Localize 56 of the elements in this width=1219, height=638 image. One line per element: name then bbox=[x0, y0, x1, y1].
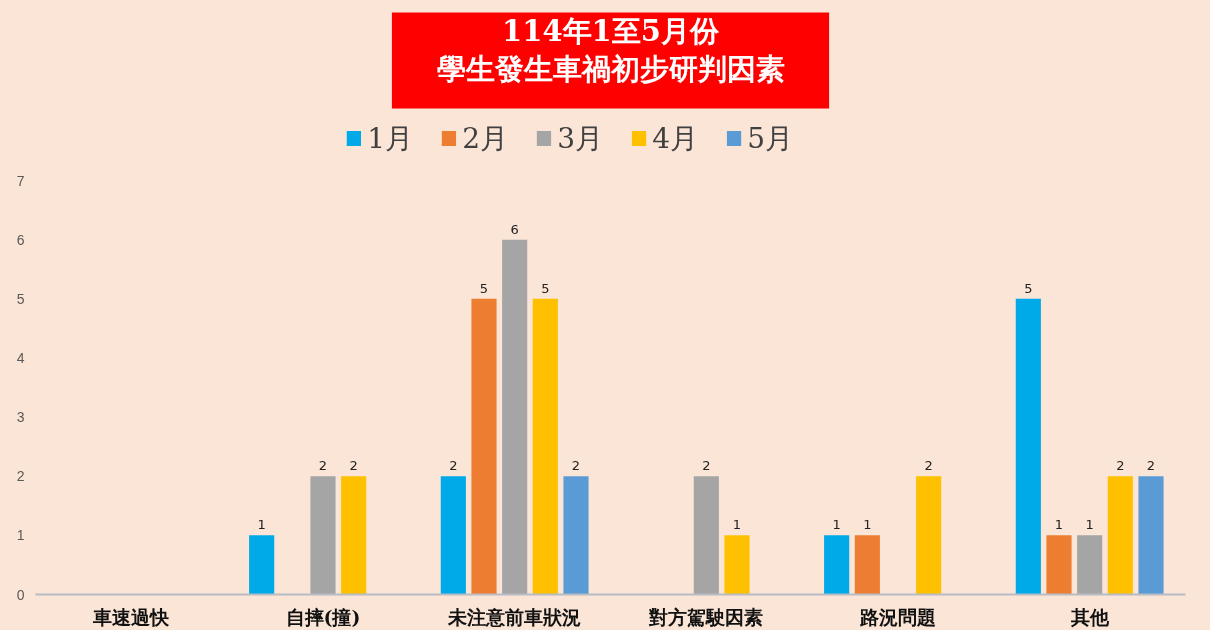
data-label: 5 bbox=[479, 280, 489, 296]
y-tick-label: 5 bbox=[16, 290, 25, 307]
bar bbox=[693, 476, 719, 595]
y-tick-label: 3 bbox=[16, 409, 25, 426]
bar bbox=[724, 535, 750, 595]
y-tick-label: 6 bbox=[16, 231, 25, 248]
data-label: 6 bbox=[510, 221, 519, 237]
bar bbox=[310, 476, 336, 595]
data-label: 2 bbox=[924, 458, 933, 474]
x-tick-label: 車速過快 bbox=[92, 605, 171, 628]
data-label: 2 bbox=[349, 458, 358, 474]
data-label: 2 bbox=[702, 458, 711, 474]
bar bbox=[563, 476, 589, 595]
bar bbox=[1107, 476, 1133, 595]
y-tick-label: 4 bbox=[16, 349, 25, 366]
data-label: 5 bbox=[1024, 280, 1033, 296]
data-label: 5 bbox=[541, 280, 550, 296]
bar bbox=[1046, 535, 1072, 595]
bar bbox=[916, 476, 942, 595]
x-tick-label: 自摔(撞) bbox=[285, 605, 361, 628]
data-label: 1 bbox=[257, 517, 266, 533]
bar bbox=[1015, 298, 1041, 595]
bar bbox=[249, 535, 275, 595]
bar bbox=[502, 239, 528, 595]
data-label: 1 bbox=[1054, 517, 1064, 533]
y-tick-label: 7 bbox=[16, 172, 25, 189]
bar bbox=[1077, 535, 1103, 595]
data-label: 1 bbox=[732, 517, 742, 533]
data-label: 1 bbox=[1085, 517, 1094, 533]
legend-label: 3月 bbox=[557, 122, 604, 155]
legend-label: 5月 bbox=[747, 122, 794, 155]
data-label: 2 bbox=[1146, 458, 1156, 474]
x-tick-label: 未注意前車狀況 bbox=[447, 605, 582, 628]
bar bbox=[824, 535, 850, 595]
data-label: 1 bbox=[863, 517, 872, 533]
data-label: 2 bbox=[1116, 458, 1125, 474]
bar bbox=[532, 298, 558, 595]
data-label: 2 bbox=[449, 458, 458, 474]
x-tick-label: 其他 bbox=[1069, 605, 1110, 628]
x-tick-label: 對方駕駛因素 bbox=[648, 605, 764, 628]
bar bbox=[854, 535, 880, 595]
data-label: 2 bbox=[318, 458, 328, 474]
y-tick-label: 1 bbox=[16, 527, 25, 544]
bar bbox=[341, 476, 367, 595]
bar bbox=[1138, 476, 1164, 595]
legend-label: 4月 bbox=[652, 122, 699, 155]
x-tick-label: 路況問題 bbox=[859, 605, 936, 628]
data-label: 1 bbox=[832, 517, 841, 533]
bar bbox=[440, 476, 466, 595]
data-label: 2 bbox=[571, 458, 581, 474]
y-tick-label: 0 bbox=[16, 586, 25, 603]
legend-label: 1月 bbox=[367, 122, 414, 155]
y-tick-label: 2 bbox=[16, 468, 25, 485]
legend-label: 2月 bbox=[462, 122, 509, 155]
chart-title: 114年1至5月份學生發生車禍初步研判因素 bbox=[436, 13, 785, 86]
bar bbox=[471, 298, 497, 595]
